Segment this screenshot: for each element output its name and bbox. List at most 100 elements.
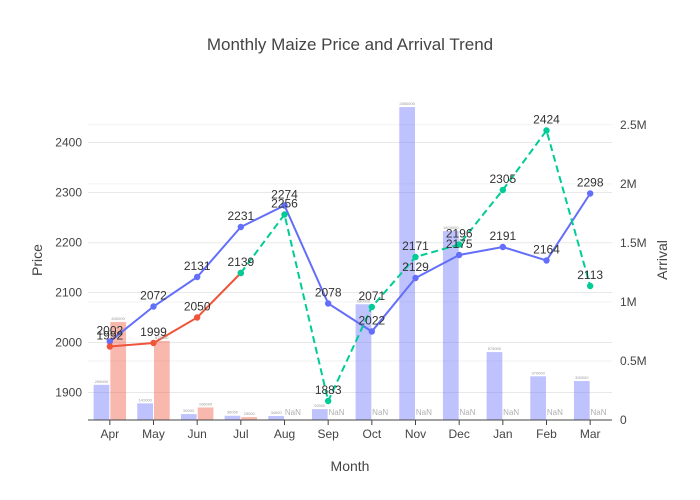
bar-nan-label: NaN bbox=[591, 408, 607, 417]
series-point bbox=[543, 127, 550, 134]
series-line bbox=[109, 192, 592, 343]
x-tick-label: May bbox=[142, 427, 165, 441]
bar-nan-label: NaN bbox=[416, 408, 432, 417]
bar-value-label: 370000 bbox=[531, 370, 545, 375]
x-tick-label: Nov bbox=[405, 427, 426, 441]
x-tick-label: Sep bbox=[317, 427, 339, 441]
point-value-label: 2131 bbox=[184, 259, 211, 273]
point-value-label: 2191 bbox=[489, 229, 516, 243]
bar-value-label: 25000 bbox=[244, 411, 256, 416]
y-tick-label: 2400 bbox=[55, 136, 82, 150]
y2-tick-label: 1M bbox=[620, 295, 637, 309]
bar-value-label: 92000 bbox=[314, 403, 326, 408]
series-point bbox=[368, 328, 376, 335]
axis-layer: 1900 2000 2100 2200 2300 2400 0 0.5M 1M 1.5M 2M 2.5… bbox=[55, 118, 646, 441]
y-tick-label: 2100 bbox=[55, 286, 82, 300]
point-value-label: 2424 bbox=[533, 113, 560, 127]
bar-value-label: 298000 bbox=[95, 379, 109, 384]
point-value-label: 1992 bbox=[96, 329, 123, 343]
bar-nan-label: NaN bbox=[372, 408, 388, 417]
point-value-label: 2231 bbox=[227, 209, 254, 223]
point-value-label: 2298 bbox=[577, 176, 604, 190]
bar-nan-label: NaN bbox=[285, 408, 301, 417]
bar-nan-label: NaN bbox=[547, 408, 563, 417]
label-layer: 298000 141000 50000 36000 34000 92000 980000 26… bbox=[95, 101, 607, 417]
point-value-label: 1883 bbox=[315, 383, 342, 397]
point-value-label: 2196 bbox=[446, 227, 473, 241]
y2-tick-label: 2.5M bbox=[620, 118, 647, 132]
x-tick-label: Jan bbox=[493, 427, 512, 441]
series-point bbox=[324, 397, 332, 405]
bar bbox=[180, 414, 197, 420]
point-value-label: 2129 bbox=[402, 260, 429, 274]
series-point bbox=[237, 269, 245, 277]
series-point bbox=[150, 303, 157, 310]
series-point bbox=[455, 241, 463, 248]
bar-value-label: 575000 bbox=[488, 346, 502, 351]
series-point bbox=[193, 314, 201, 321]
x-tick-label: Dec bbox=[448, 427, 469, 441]
y-tick-label: 2000 bbox=[55, 336, 82, 350]
bar bbox=[486, 352, 503, 420]
line-layer bbox=[106, 127, 594, 405]
bar-value-label: 50000 bbox=[183, 408, 195, 413]
bar-value-label: 2650000 bbox=[399, 101, 415, 106]
point-value-label: 2078 bbox=[315, 286, 342, 300]
bar-layer bbox=[93, 107, 590, 420]
series-point bbox=[499, 186, 507, 194]
bar-nan-label: NaN bbox=[329, 408, 345, 417]
point-value-label: 2050 bbox=[184, 300, 211, 314]
series-point bbox=[281, 211, 288, 218]
point-value-label: 2171 bbox=[402, 239, 429, 253]
bar bbox=[311, 409, 328, 420]
y2-tick-label: 2M bbox=[620, 177, 637, 191]
chart-title: Monthly Maize Price and Arrival Trend bbox=[207, 35, 493, 54]
series-point bbox=[281, 202, 288, 209]
y2-tick-label: 1.5M bbox=[620, 236, 647, 250]
bar bbox=[224, 415, 241, 420]
y-tick-label: 2200 bbox=[55, 236, 82, 250]
bar bbox=[399, 107, 415, 420]
series-line bbox=[109, 272, 242, 348]
y2-tick-label: 0.5M bbox=[620, 354, 647, 368]
bar bbox=[442, 231, 459, 420]
point-value-label: 2274 bbox=[271, 188, 298, 202]
y-tick-label: 1900 bbox=[55, 386, 82, 400]
series-point bbox=[412, 253, 419, 261]
x-tick-label: Feb bbox=[536, 427, 557, 441]
bar-value-label: 830000 bbox=[112, 316, 126, 321]
point-value-label: 2305 bbox=[489, 172, 516, 186]
series-point bbox=[193, 273, 201, 281]
point-value-label: 2164 bbox=[533, 243, 560, 257]
bar-value-label: 1600000 bbox=[443, 225, 459, 230]
bar bbox=[154, 340, 170, 420]
y2-axis-title: Arrival bbox=[654, 240, 670, 280]
y-tick-label: 2300 bbox=[55, 186, 82, 200]
bar bbox=[573, 381, 590, 420]
point-value-label: 2175 bbox=[446, 237, 473, 251]
series-point bbox=[237, 223, 245, 231]
bar bbox=[530, 376, 546, 420]
series-point bbox=[586, 282, 594, 290]
bar-nan-label: NaN bbox=[503, 408, 519, 417]
x-tick-label: Oct bbox=[362, 427, 381, 441]
series-point bbox=[586, 190, 594, 197]
bar bbox=[241, 417, 258, 420]
bar-value-label: 670000 bbox=[155, 335, 169, 340]
point-value-label: 1999 bbox=[140, 325, 167, 339]
point-value-label: 2139 bbox=[227, 255, 254, 269]
bar-value-label: 34000 bbox=[271, 410, 283, 415]
series-point bbox=[106, 343, 114, 350]
series-point bbox=[412, 274, 419, 282]
x-tick-label: Jul bbox=[233, 427, 248, 441]
x-tick-label: Apr bbox=[100, 427, 119, 441]
bar-value-label: 36000 bbox=[227, 410, 239, 415]
point-value-label: 2072 bbox=[140, 289, 167, 303]
bar-value-label: 141000 bbox=[138, 397, 152, 402]
point-value-label: 2256 bbox=[271, 197, 298, 211]
series-point bbox=[150, 339, 157, 347]
y-axis-title: Price bbox=[29, 244, 45, 276]
series-point bbox=[106, 338, 114, 345]
